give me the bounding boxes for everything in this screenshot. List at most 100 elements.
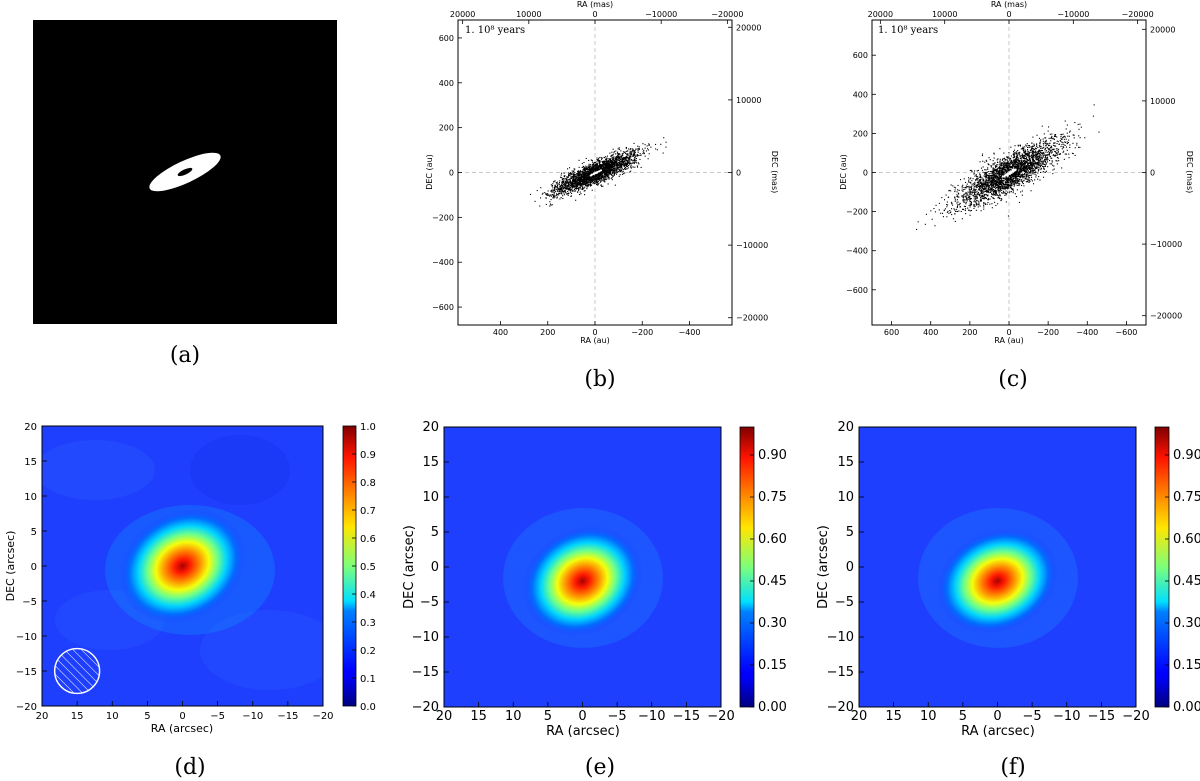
particle [1002, 192, 1004, 194]
particle [984, 185, 986, 187]
particle [632, 161, 634, 163]
particle [587, 176, 589, 178]
particle [970, 193, 972, 195]
particle [614, 170, 616, 172]
particle [1029, 166, 1031, 168]
particle [639, 153, 641, 155]
particle [1000, 198, 1002, 200]
particle [604, 167, 606, 169]
particle [984, 184, 986, 186]
particle [575, 190, 577, 192]
particle [1014, 161, 1016, 163]
particle [1025, 162, 1027, 164]
particle [968, 195, 970, 197]
particle [577, 182, 579, 184]
particle [632, 154, 634, 156]
particle [1080, 126, 1082, 128]
particle [587, 182, 589, 184]
particle [592, 175, 594, 177]
particle [599, 181, 601, 183]
particle [573, 173, 575, 175]
particle [973, 189, 975, 191]
particle [1003, 183, 1005, 185]
particle [981, 185, 983, 187]
particle [1049, 149, 1051, 151]
particle [583, 167, 585, 169]
particle [1003, 164, 1005, 166]
particle [1051, 147, 1053, 149]
particle [607, 172, 609, 174]
particle [578, 177, 580, 179]
particle [1006, 177, 1008, 179]
particle [596, 169, 598, 171]
particle [1029, 161, 1031, 163]
particle [1047, 148, 1049, 150]
particle [585, 185, 587, 187]
particle [566, 176, 568, 178]
particle [619, 167, 621, 169]
particle [1068, 139, 1070, 141]
particle [1010, 146, 1012, 148]
particle [956, 191, 958, 193]
particle [567, 183, 569, 185]
particle [992, 171, 994, 173]
particle [1034, 166, 1036, 168]
particle [997, 186, 999, 188]
particle [1078, 146, 1080, 148]
particle [1019, 176, 1021, 178]
particle [1008, 152, 1010, 154]
particle [1019, 175, 1021, 177]
particle [574, 188, 576, 190]
particle [980, 190, 982, 192]
particle [993, 193, 995, 195]
particle [1053, 148, 1055, 150]
particle [580, 187, 582, 189]
particle [575, 176, 577, 178]
particle [597, 178, 599, 180]
particle [610, 161, 612, 163]
particle [1044, 148, 1046, 150]
particle [643, 149, 645, 151]
particle [1037, 153, 1039, 155]
particle [994, 177, 996, 179]
particle [1029, 162, 1031, 164]
particle [1039, 146, 1041, 148]
particle [1036, 154, 1038, 156]
particle [980, 181, 982, 183]
particle [627, 160, 629, 162]
particle [616, 155, 618, 157]
particle [583, 167, 585, 169]
particle [565, 187, 567, 189]
particle [624, 159, 626, 161]
particle [981, 186, 983, 188]
particle [1017, 179, 1019, 181]
particle [993, 179, 995, 181]
particle [998, 185, 1000, 187]
particle [1064, 141, 1066, 143]
particle [604, 162, 606, 164]
particle [615, 150, 617, 152]
particle [1013, 152, 1015, 154]
particle [585, 174, 587, 176]
particle [566, 186, 568, 188]
particle [569, 187, 571, 189]
particle [1024, 170, 1026, 172]
particle [1026, 153, 1028, 155]
particle [617, 160, 619, 162]
particle [1032, 168, 1034, 170]
particle [609, 163, 611, 165]
particle [977, 203, 979, 205]
particle [565, 182, 567, 184]
particle [1092, 115, 1094, 117]
particle [626, 153, 628, 155]
particle [597, 175, 599, 177]
particle [1022, 183, 1024, 185]
particle [625, 161, 627, 163]
particle [572, 177, 574, 179]
particle [968, 188, 970, 190]
particle [572, 171, 574, 173]
particle [634, 158, 636, 160]
particle [977, 185, 979, 187]
particle [568, 192, 570, 194]
particle [1001, 174, 1003, 176]
